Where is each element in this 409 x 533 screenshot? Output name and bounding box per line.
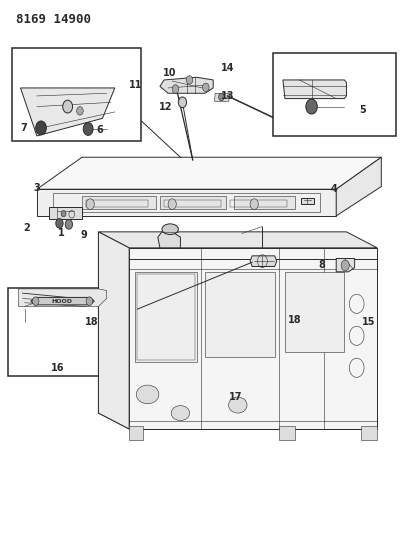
Text: 8169 14900: 8169 14900 <box>16 13 91 26</box>
Text: 9: 9 <box>81 230 87 239</box>
Circle shape <box>83 123 93 135</box>
Circle shape <box>202 83 209 92</box>
Circle shape <box>186 76 192 84</box>
Polygon shape <box>157 232 180 248</box>
Text: HOOD: HOOD <box>51 298 72 304</box>
Text: 18: 18 <box>85 318 99 327</box>
Polygon shape <box>160 77 213 93</box>
Polygon shape <box>31 297 94 305</box>
Polygon shape <box>278 426 294 440</box>
Polygon shape <box>214 93 229 101</box>
Polygon shape <box>282 80 346 99</box>
Circle shape <box>65 220 72 229</box>
Text: 15: 15 <box>362 318 375 327</box>
Polygon shape <box>98 232 129 429</box>
Text: 14: 14 <box>220 63 234 72</box>
Polygon shape <box>37 157 380 189</box>
Bar <box>272 53 395 136</box>
Text: 3: 3 <box>34 183 40 192</box>
Bar <box>12 48 141 141</box>
Circle shape <box>218 93 224 101</box>
Text: 7: 7 <box>20 123 27 133</box>
Polygon shape <box>129 248 376 429</box>
Text: 16: 16 <box>51 363 64 373</box>
Text: 12: 12 <box>159 102 172 111</box>
Bar <box>8 288 137 376</box>
Text: 18: 18 <box>288 315 301 325</box>
Polygon shape <box>233 196 294 209</box>
Text: 2: 2 <box>23 223 30 233</box>
Polygon shape <box>360 426 376 440</box>
Polygon shape <box>37 189 335 216</box>
Text: 10: 10 <box>163 68 176 78</box>
Polygon shape <box>129 426 143 440</box>
Circle shape <box>168 199 176 209</box>
Circle shape <box>86 199 94 209</box>
Ellipse shape <box>162 224 178 235</box>
Polygon shape <box>160 196 225 209</box>
Circle shape <box>32 297 39 305</box>
Circle shape <box>56 219 63 228</box>
Polygon shape <box>18 289 106 306</box>
Polygon shape <box>82 196 155 209</box>
Polygon shape <box>284 272 344 352</box>
Ellipse shape <box>228 397 246 413</box>
Circle shape <box>61 211 66 217</box>
Polygon shape <box>335 157 380 216</box>
Circle shape <box>172 85 178 93</box>
Polygon shape <box>335 259 354 272</box>
Circle shape <box>340 260 348 271</box>
Circle shape <box>86 297 92 305</box>
Ellipse shape <box>136 385 159 404</box>
Text: 1: 1 <box>58 229 65 238</box>
Polygon shape <box>49 207 82 219</box>
Polygon shape <box>98 232 376 248</box>
Circle shape <box>178 97 186 108</box>
Circle shape <box>305 99 317 114</box>
Text: 8: 8 <box>318 260 324 270</box>
Polygon shape <box>135 272 196 362</box>
Polygon shape <box>20 88 115 136</box>
Circle shape <box>63 100 72 113</box>
Circle shape <box>76 107 83 115</box>
Text: 17: 17 <box>229 392 242 402</box>
Polygon shape <box>301 198 313 204</box>
Ellipse shape <box>171 406 189 421</box>
Circle shape <box>36 121 46 135</box>
Polygon shape <box>249 256 276 266</box>
Text: 11: 11 <box>128 80 142 90</box>
Circle shape <box>249 199 258 209</box>
Text: 13: 13 <box>220 91 234 101</box>
Polygon shape <box>204 272 274 357</box>
Text: 4: 4 <box>330 184 337 194</box>
Text: 6: 6 <box>96 125 103 134</box>
Text: 5: 5 <box>359 106 365 115</box>
